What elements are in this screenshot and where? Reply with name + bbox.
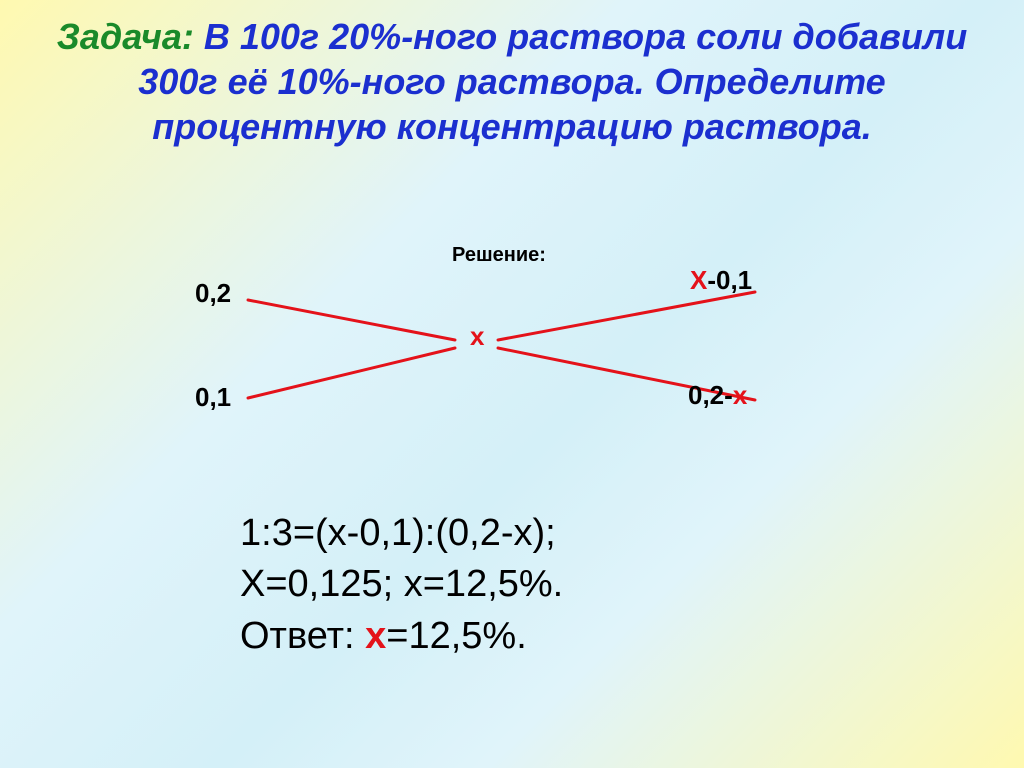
equation-line: 1:3=(x-0,1):(0,2-x);: [240, 508, 563, 559]
equation-line: Ответ: x=12,5%.: [240, 611, 563, 662]
equation-block: 1:3=(x-0,1):(0,2-x);X=0,125; x=12,5%.Отв…: [240, 508, 563, 662]
equation-line: X=0,125; x=12,5%.: [240, 559, 563, 610]
cross-right-top: X-0,1: [690, 265, 752, 296]
cross-center-x: x: [470, 321, 484, 352]
cross-right-bottom: 0,2-x: [688, 380, 747, 411]
cross-left-top: 0,2: [195, 278, 231, 309]
cross-left-bottom: 0,1: [195, 382, 231, 413]
